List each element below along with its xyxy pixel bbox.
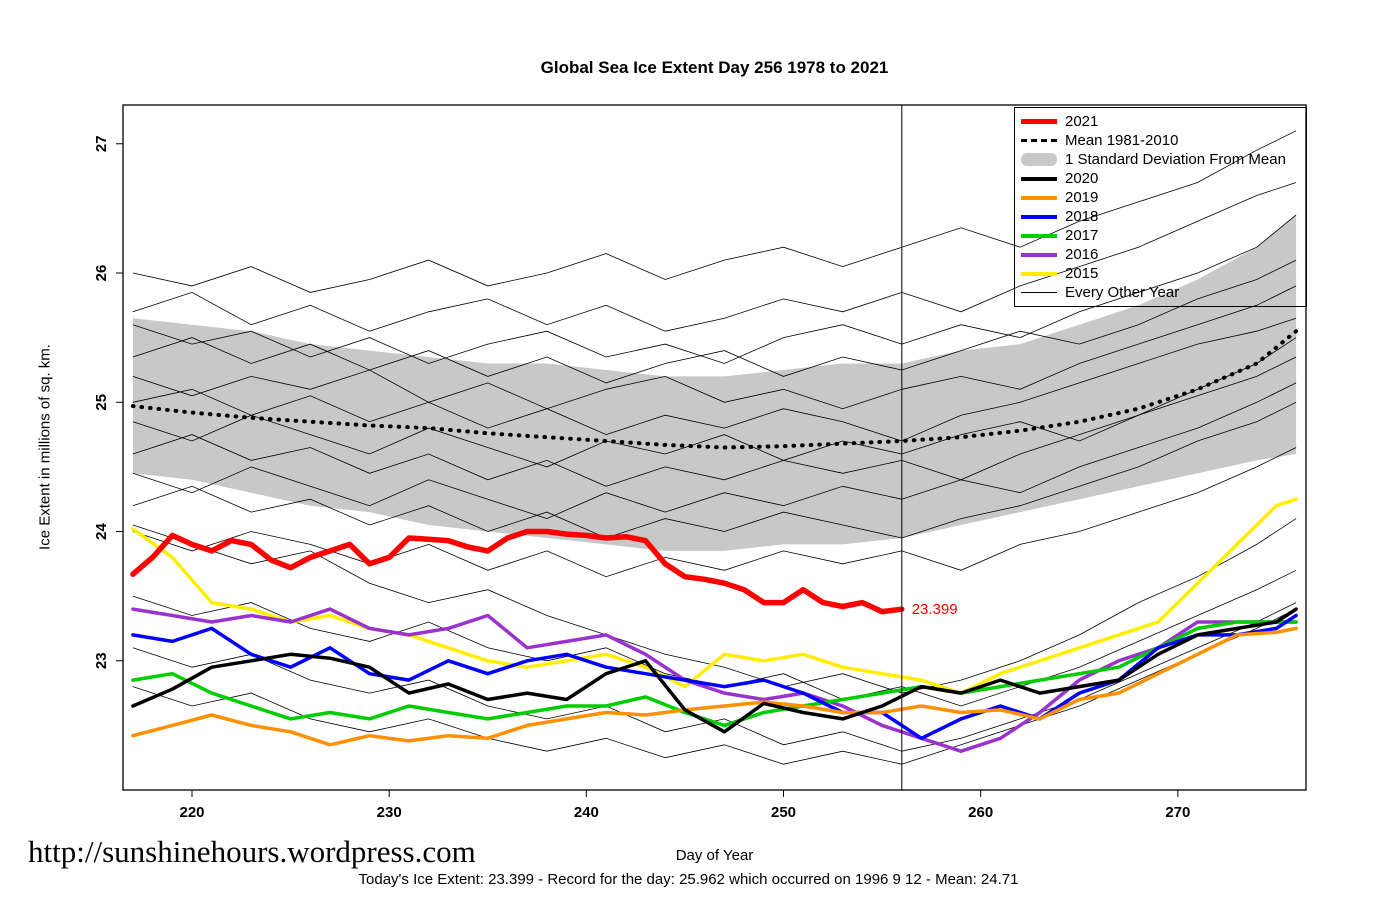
x-tick-label: 230 bbox=[377, 804, 402, 821]
legend-item: 2019 bbox=[1021, 188, 1300, 207]
y-axis-label: Ice Extent in millions of sq. km. bbox=[36, 344, 54, 550]
x-tick-label: 220 bbox=[179, 804, 204, 821]
plot-border bbox=[122, 104, 1307, 791]
y-tick-label: 27 bbox=[93, 135, 110, 152]
background-year-line bbox=[132, 608, 1297, 765]
legend-item: 2016 bbox=[1021, 245, 1300, 264]
legend-item: 2021 bbox=[1021, 112, 1300, 131]
legend-swatch-patch bbox=[1021, 153, 1057, 166]
background-year-line bbox=[132, 602, 1297, 752]
background-year-line bbox=[132, 401, 1297, 539]
legend-label: 2016 bbox=[1065, 246, 1099, 263]
legend-item: Every Other Year bbox=[1021, 283, 1300, 302]
y-tick-label: 25 bbox=[93, 394, 110, 411]
legend-label: 2021 bbox=[1065, 113, 1099, 130]
mean-line bbox=[130, 329, 1299, 450]
legend-swatch-line bbox=[1021, 233, 1057, 238]
legend-item: 2017 bbox=[1021, 226, 1300, 245]
background-year-line bbox=[132, 356, 1297, 487]
background-year-line bbox=[132, 285, 1297, 410]
footer-summary: Today's Ice Extent: 23.399 - Record for … bbox=[358, 871, 1019, 888]
legend-swatch-dashed bbox=[1021, 139, 1057, 142]
legend-item: Mean 1981-2010 bbox=[1021, 131, 1300, 150]
chart-title: Global Sea Ice Extent Day 256 1978 to 20… bbox=[540, 58, 889, 77]
x-axis-label: Day of Year bbox=[675, 847, 754, 864]
background-year-line bbox=[132, 382, 1297, 520]
y-tick-label: 24 bbox=[93, 523, 110, 540]
legend-item: 2020 bbox=[1021, 169, 1300, 188]
y-tick-label: 23 bbox=[93, 652, 110, 669]
series-2015 bbox=[131, 497, 1298, 695]
series-2019 bbox=[131, 626, 1298, 747]
background-year-line bbox=[132, 259, 1297, 384]
legend-item: 2015 bbox=[1021, 264, 1300, 283]
x-tick-label: 260 bbox=[968, 804, 993, 821]
x-tick-label: 250 bbox=[771, 804, 796, 821]
legend-label: Mean 1981-2010 bbox=[1065, 132, 1179, 149]
legend-label: 2019 bbox=[1065, 189, 1099, 206]
series-2017 bbox=[131, 620, 1298, 728]
background-year-line bbox=[132, 317, 1297, 442]
legend-label: Every Other Year bbox=[1065, 284, 1180, 301]
background-year-line bbox=[132, 182, 1297, 332]
background-year-line bbox=[132, 130, 1297, 293]
series-2016 bbox=[131, 607, 1298, 753]
legend-item: 1 Standard Deviation From Mean bbox=[1021, 150, 1300, 169]
legend-label: 1 Standard Deviation From Mean bbox=[1065, 151, 1286, 168]
legend-swatch-line bbox=[1021, 195, 1057, 200]
legend: 2021 Mean 1981-2010 1 Standard Deviation F… bbox=[1014, 107, 1307, 307]
legend-swatch-line bbox=[1021, 119, 1057, 124]
legend-swatch-line bbox=[1021, 271, 1057, 276]
background-year-line bbox=[132, 337, 1297, 468]
legend-label: 2015 bbox=[1065, 265, 1099, 282]
legend-swatch-line bbox=[1021, 292, 1057, 293]
legend-swatch-line bbox=[1021, 214, 1057, 219]
legend-item: 2018 bbox=[1021, 207, 1300, 226]
series-2021 bbox=[130, 528, 905, 615]
series-2020 bbox=[131, 607, 1298, 734]
background-year-line bbox=[132, 214, 1297, 364]
legend-swatch-line bbox=[1021, 252, 1057, 257]
legend-label: 2018 bbox=[1065, 208, 1099, 225]
legend-swatch-line bbox=[1021, 176, 1057, 181]
std-dev-band bbox=[132, 214, 1297, 551]
site-url: http://sunshinehours.wordpress.com bbox=[28, 834, 476, 869]
background-year-line bbox=[132, 518, 1297, 694]
x-tick-label: 240 bbox=[574, 804, 599, 821]
legend-label: 2020 bbox=[1065, 170, 1099, 187]
y-tick-label: 26 bbox=[93, 265, 110, 282]
current-value-annotation: 23.399 bbox=[912, 601, 958, 618]
x-tick-label: 270 bbox=[1165, 804, 1190, 821]
legend-label: 2017 bbox=[1065, 227, 1099, 244]
